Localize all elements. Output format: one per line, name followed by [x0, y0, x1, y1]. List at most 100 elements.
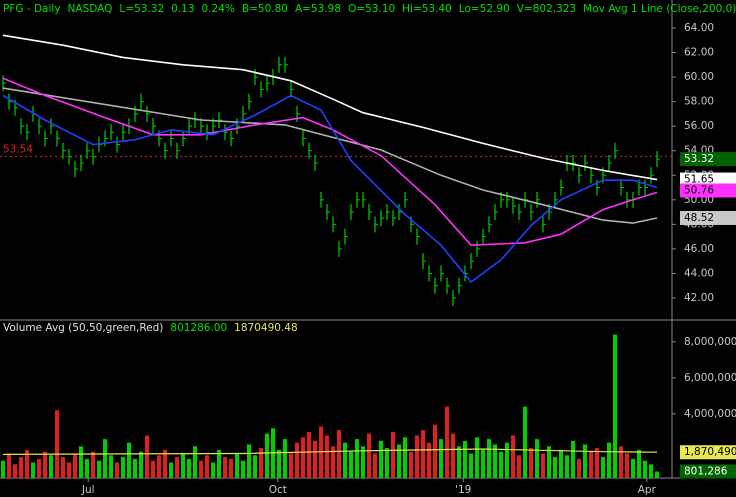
volume-bar [433, 424, 437, 478]
header-text: PFG - Daily [3, 3, 61, 15]
volume-bar [151, 460, 155, 478]
volume-bar [511, 435, 515, 478]
volume-bar [169, 462, 173, 478]
volume-bar [343, 442, 347, 478]
moving-average [2, 77, 658, 247]
volume-bar [487, 439, 491, 478]
header-text: Lo=52.90 [459, 3, 510, 15]
value-tag-label: 51.65 [684, 174, 714, 186]
volume-bar [523, 406, 527, 478]
volume-bar [31, 462, 35, 478]
volume-bar [349, 451, 353, 478]
volume-bar [307, 431, 311, 478]
value-tag-label: 53.32 [684, 153, 714, 165]
moving-average [2, 34, 658, 181]
volume-bar [649, 464, 653, 478]
volume-bar [565, 455, 569, 478]
y-tick-label: 46.00 [684, 243, 714, 255]
header-text: 0.13 [171, 3, 194, 15]
volume-bar [7, 453, 11, 478]
volume-bar [619, 446, 623, 478]
x-tick-label: Jul [81, 484, 95, 496]
volume-bar [97, 460, 101, 478]
header-text: 0.24% [202, 3, 235, 15]
y-tick-label: 58.00 [684, 96, 714, 108]
volume-bar [25, 449, 29, 478]
volume-bar [103, 439, 107, 478]
volume-bar [247, 444, 251, 478]
volume-bar [643, 460, 647, 478]
volume-bar [451, 433, 455, 478]
value-tag-label: 48.52 [684, 212, 714, 224]
volume-bar [313, 440, 317, 478]
y-tick-label: 6,000,000 [684, 372, 736, 384]
volume-bar [517, 455, 521, 478]
volume-bar [67, 462, 71, 478]
volume-bar [229, 458, 233, 478]
volume-bar [265, 433, 269, 478]
header-text: V=802,323 [517, 3, 576, 15]
moving-average [2, 87, 658, 224]
value-tag [680, 464, 736, 479]
y-tick-label: 8,000,000 [684, 336, 736, 348]
volume-bar [331, 446, 335, 478]
volume-bar [235, 453, 239, 478]
y-tick-label: 62.00 [684, 47, 714, 59]
volume-bar [43, 451, 47, 478]
volume-bar [475, 437, 479, 478]
volume-bar [295, 442, 299, 478]
x-tick-label: Apr [638, 484, 657, 496]
volume-bar [577, 458, 581, 478]
volume-average [2, 448, 658, 455]
header-text: Hi=53.40 [402, 3, 452, 15]
volume-bar [325, 435, 329, 478]
volume-bar [403, 437, 407, 478]
header-text: A=53.98 [295, 3, 341, 15]
volume-bar [415, 435, 419, 478]
volume-bar [157, 455, 161, 478]
volume-bar [361, 446, 365, 478]
value-tag [680, 210, 736, 225]
x-tick-label: '19 [455, 484, 471, 496]
volume-bar [595, 448, 599, 478]
volume-bar [301, 437, 305, 478]
volume-bar [589, 451, 593, 478]
volume-bar [409, 451, 413, 478]
volume-bar [445, 406, 449, 478]
header-text: O=53.10 [348, 3, 395, 15]
volume-bar [199, 460, 203, 478]
header-text: 801286.00 [170, 322, 227, 334]
volume-bar [109, 455, 113, 478]
y-tick-label: 64.00 [684, 22, 714, 34]
x-tick-label: Oct [269, 484, 287, 496]
volume-bar [13, 464, 17, 478]
volume-bar [139, 451, 143, 478]
value-tag [680, 183, 736, 198]
value-tag [680, 152, 736, 167]
volume-bar [391, 431, 395, 478]
volume-bar [373, 453, 377, 478]
volume-bar [55, 410, 59, 478]
volume-bar [91, 451, 95, 478]
volume-bar [163, 449, 167, 478]
value-tag [680, 445, 736, 460]
volume-bar [175, 457, 179, 478]
volume-bar [499, 451, 503, 478]
y-tick-label: 60.00 [684, 71, 714, 83]
volume-bar [613, 334, 617, 478]
reference-label: 53.54 [3, 143, 33, 155]
volume-bar [631, 458, 635, 478]
volume-bar [547, 446, 551, 478]
volume-bar [187, 458, 191, 478]
volume-bar [607, 442, 611, 478]
volume-bar [277, 449, 281, 478]
volume-bar [601, 457, 605, 478]
volume-bar [421, 430, 425, 478]
volume-bar [289, 453, 293, 478]
volume-bar [115, 462, 119, 478]
volume-bar [469, 453, 473, 478]
volume-bar [49, 455, 53, 478]
